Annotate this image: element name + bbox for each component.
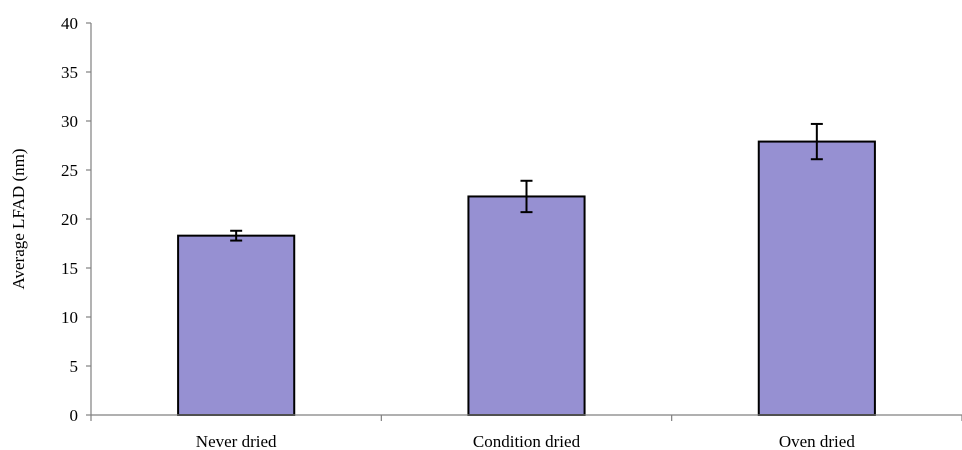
- bar-condition-dried: [467, 195, 586, 416]
- error-bar: [520, 179, 533, 214]
- error-bar: [810, 122, 823, 161]
- bars: [177, 140, 876, 417]
- y-tick-label: 10: [61, 308, 78, 327]
- y-tick-label: 25: [61, 161, 78, 180]
- x-tick-label: Condition dried: [473, 432, 581, 450]
- y-tick-label: 40: [61, 14, 78, 33]
- y-tick-label: 5: [70, 357, 79, 376]
- y-tick-label: 0: [70, 406, 79, 425]
- error-bars: [230, 122, 823, 242]
- y-axis-title: Average LFAD (nm): [9, 149, 28, 290]
- x-tick-label: Oven dried: [779, 432, 856, 450]
- y-tick-label: 20: [61, 210, 78, 229]
- y-tick-label: 30: [61, 112, 78, 131]
- bar-never-dried: [177, 234, 296, 416]
- y-tick-label: 15: [61, 259, 78, 278]
- x-tick-label: Never dried: [196, 432, 277, 450]
- bar-oven-dried: [757, 140, 876, 417]
- x-axis-ticks: Never dried Condition dried Oven dried: [90, 415, 962, 450]
- error-bar: [230, 229, 243, 242]
- y-axis-ticks: 0 5 10 15 20 25 30 35 40: [61, 14, 91, 425]
- y-tick-label: 35: [61, 63, 78, 82]
